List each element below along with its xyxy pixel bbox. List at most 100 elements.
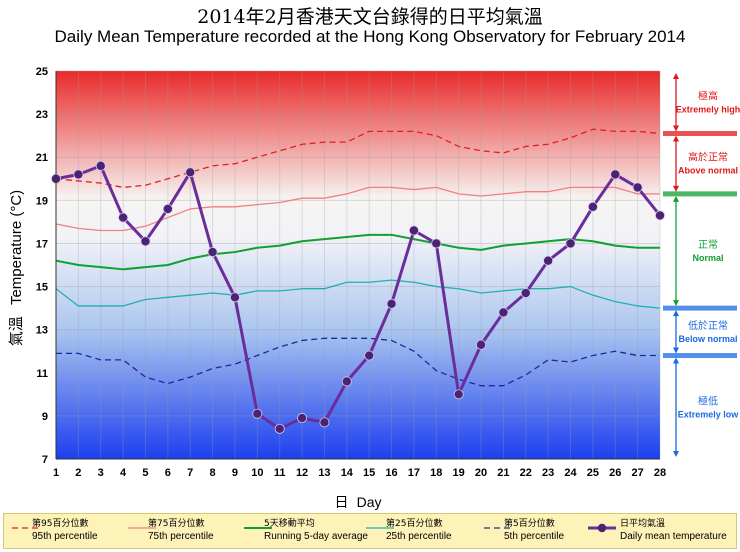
x-tick-label: 13 [318,467,330,479]
daily-mean-point [252,408,263,419]
x-tick-label: 1 [53,467,59,479]
x-axis-label: 日 Day [335,492,382,511]
x-tick-label: 16 [385,467,397,479]
daily-mean-point [140,236,151,247]
gridlines [55,70,661,460]
zone-arrow-head-up [673,195,679,202]
x-tick-label: 22 [520,467,532,479]
daily-mean-point [453,389,464,400]
series-line-daily [55,164,662,431]
zone-arrow-head-down [673,347,679,354]
x-tick-label: 5 [142,467,148,479]
x-tick-label: 12 [296,467,308,479]
chart-title-chinese: 2014年2月香港天文台錄得的日平均氣溫 [197,6,543,28]
zone-4: 極低 Extremely low [673,357,739,457]
zone-arrow-head-up [673,310,679,317]
legend-label: 25th percentile [386,531,452,542]
zone-arrow-head-up [673,73,679,79]
legend-item-p75: 第75百分位數 75th percentile [128,517,214,542]
daily-mean-point [408,225,419,236]
legend-item-p95: 第95百分位數 95th percentile [12,517,98,542]
x-tick-label: 17 [408,467,420,479]
zone-2: 正常 Normal [673,195,724,307]
x-tick-label: 8 [210,467,216,479]
daily-mean-point [73,169,84,180]
zone-label-chinese: 極高 [698,89,718,102]
legend-item-avg5: 5天移動平均 Running 5-day average [244,517,368,542]
x-tick-label: 15 [363,467,375,479]
x-tick-label: 11 [274,467,286,479]
daily-mean-point [364,350,375,361]
y-tick-label: 17 [36,238,48,250]
zone-arrow-head-up [673,135,679,142]
x-tick-label: 4 [120,467,127,479]
x-tick-label: 7 [187,467,193,479]
y-tick-label: 15 [36,282,48,294]
legend-marker [597,523,607,533]
daily-mean-point [341,376,352,387]
legend-label: Daily mean temperature [620,531,727,542]
plot-background [56,71,660,459]
x-tick-label: 9 [232,467,238,479]
zone-1: 高於正常 Above normal [673,135,738,192]
zone-label-chinese: 極低 [698,394,718,407]
zone-label: Extremely high [676,104,740,114]
legend-label-chinese: 第95百分位數 [32,517,88,529]
daily-mean-point [207,247,218,258]
x-tick-label: 2 [75,467,81,479]
x-tick-label: 20 [475,467,487,479]
x-tick-label: 23 [542,467,554,479]
zone-label: Normal [692,253,723,263]
zone-arrow-head-down [673,451,679,457]
x-tick-label: 21 [497,467,509,479]
legend-label-chinese: 5天移動平均 [264,517,315,529]
y-axis-label-english: Temperature (°C) [8,190,25,305]
daily-mean-point [319,417,330,428]
zone-label-chinese: 低於正常 [688,319,728,332]
legend-label: 95th percentile [32,531,98,542]
y-tick-label: 21 [36,152,48,164]
zone-label: Above normal [678,166,738,176]
x-tick-label: 6 [165,467,171,479]
daily-mean-point [431,238,442,249]
legend-label-chinese: 第25百分位數 [386,517,442,529]
daily-mean-point [587,201,598,212]
zone-arrow-head-down [673,125,679,132]
x-tick-label: 18 [430,467,442,479]
legend-label-chinese: 日平均氣溫 [620,517,665,529]
y-tick-label: 11 [36,368,48,380]
legend-box [3,513,737,549]
x-tick-label: 25 [587,467,599,479]
y-tick-label: 25 [36,66,48,78]
y-tick-label: 7 [42,454,48,466]
series-layer [51,128,666,434]
daily-mean-point [520,288,531,299]
series-line-p25 [55,279,661,309]
series-line-avg5 [55,233,660,271]
zone-label: Below normal [678,334,737,344]
zone-arrow-head-up [673,357,679,364]
daily-mean-point [565,238,576,249]
daily-mean-point [655,210,666,221]
daily-mean-point [632,182,643,193]
x-tick-label: 14 [341,467,354,479]
x-tick-label: 27 [632,467,644,479]
daily-mean-point [229,292,240,303]
zone-divider [663,353,737,359]
daily-mean-point [118,212,129,223]
zone-arrow-head-down [673,185,679,192]
zone-3: 低於正常 Below normal [673,310,738,354]
y-tick-label: 9 [42,411,48,423]
legend-item-p25: 第25百分位數 25th percentile [366,517,452,542]
legend-label-chinese: 第5百分位數 [504,517,555,529]
zone-arrow-head-down [673,300,679,307]
legend-label: 5th percentile [504,531,564,542]
series-line-p95 [55,128,661,189]
y-tick-label: 23 [36,109,48,121]
legend-item-daily: 日平均氣溫 Daily mean temperature [588,517,727,542]
x-tick-label: 28 [654,467,666,479]
y-axis-label: 氣溫 Temperature (°C) [6,190,25,346]
legend-label-chinese: 第75百分位數 [148,517,204,529]
